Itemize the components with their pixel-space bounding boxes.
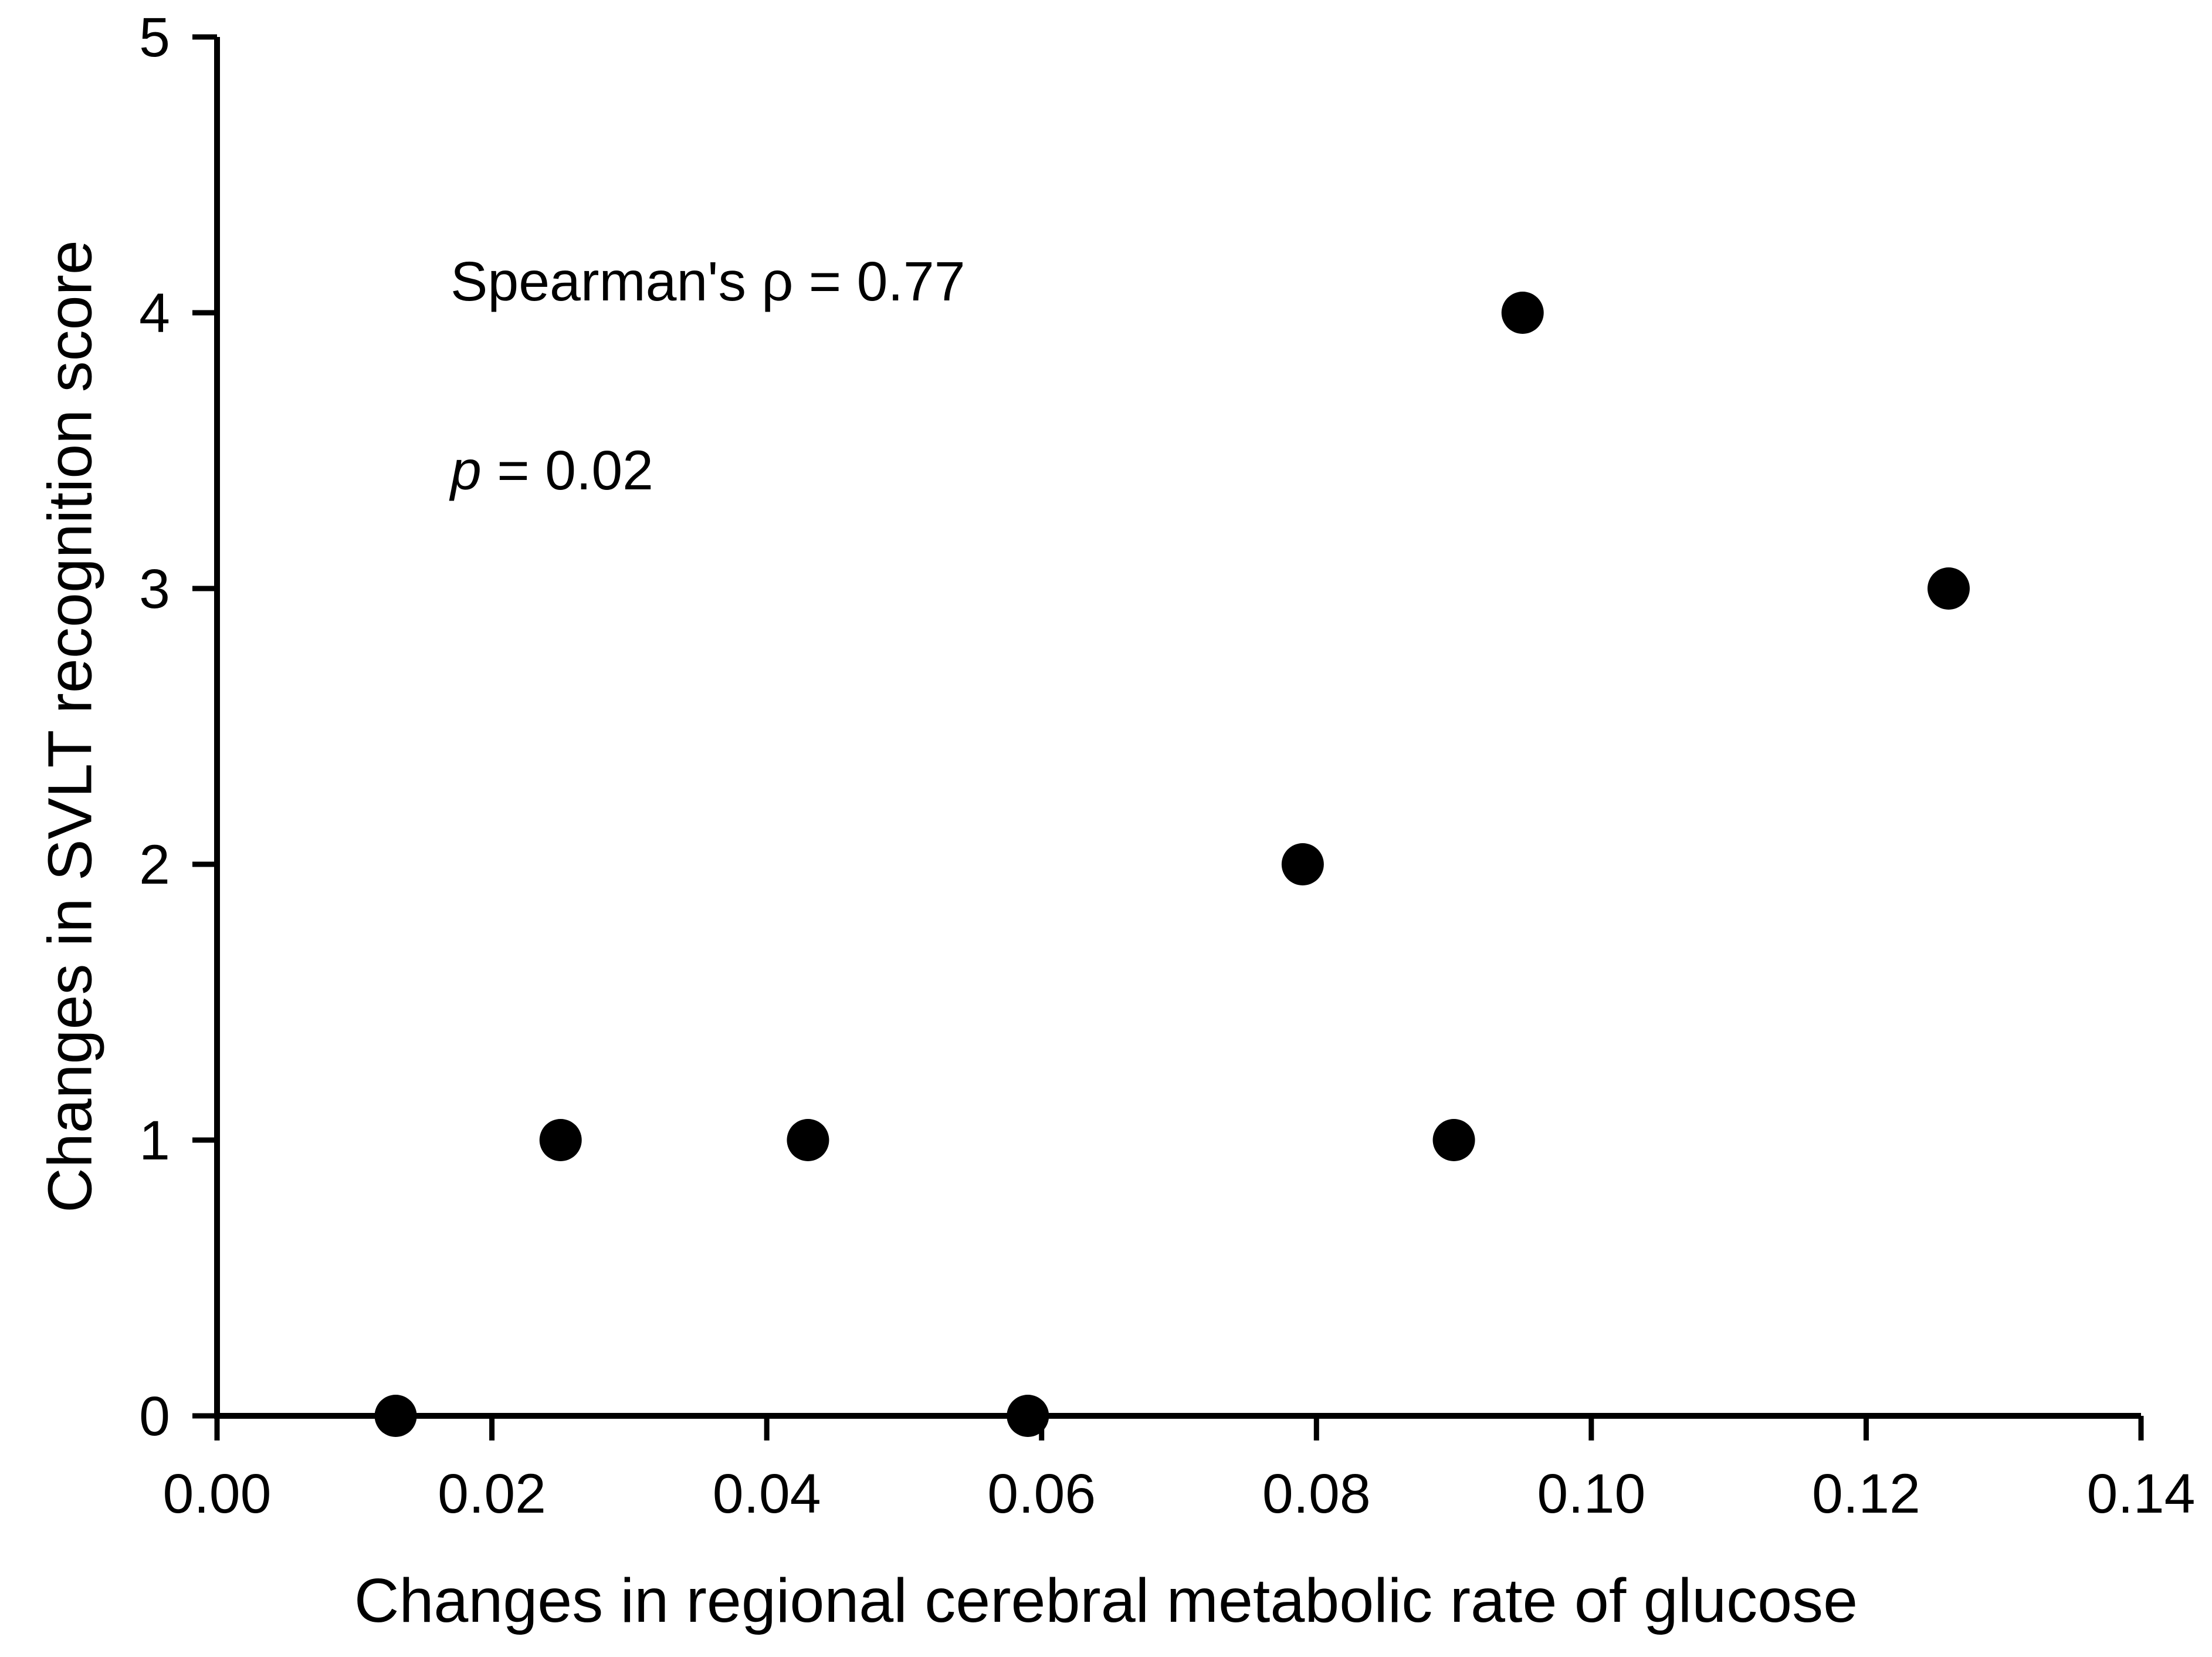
x-tick-label: 0.04	[713, 1463, 821, 1525]
x-tick-label: 0.10	[1537, 1463, 1645, 1525]
data-point	[787, 1119, 829, 1161]
data-point	[539, 1119, 582, 1161]
data-point	[1432, 1119, 1475, 1161]
annotation-line-rho: Spearman's ρ = 0.77	[450, 251, 966, 313]
data-point	[1281, 843, 1324, 885]
data-point	[1928, 567, 1970, 610]
y-tick-label: 2	[139, 834, 170, 896]
y-tick-label: 4	[139, 282, 170, 344]
annotation-p-value: = 0.02	[481, 439, 654, 502]
data-point	[1501, 292, 1544, 334]
x-tick-label: 0.06	[987, 1463, 1096, 1525]
x-tick-label: 0.12	[1812, 1463, 1920, 1525]
x-tick-label: 0.00	[163, 1463, 272, 1525]
annotation-rho-text: Spearman's ρ = 0.77	[450, 250, 966, 313]
data-point	[374, 1395, 417, 1437]
annotation-line-p: p = 0.02	[450, 439, 966, 502]
y-tick-label: 0	[139, 1385, 170, 1448]
y-tick-label: 1	[139, 1110, 170, 1172]
x-tick-label: 0.02	[438, 1463, 546, 1525]
y-tick-label: 5	[139, 6, 170, 69]
x-tick-label: 0.14	[2087, 1463, 2196, 1525]
x-tick-label: 0.08	[1262, 1463, 1371, 1525]
y-tick-label: 3	[139, 558, 170, 620]
y-axis-title: Changes in SVLT recognition score	[35, 240, 105, 1213]
x-axis-title: Changes in regional cerebral metabolic r…	[354, 1566, 1858, 1635]
data-point	[1007, 1395, 1049, 1437]
annotation-p-symbol: p	[450, 439, 482, 502]
stats-annotation: Spearman's ρ = 0.77 p = 0.02	[450, 124, 966, 628]
